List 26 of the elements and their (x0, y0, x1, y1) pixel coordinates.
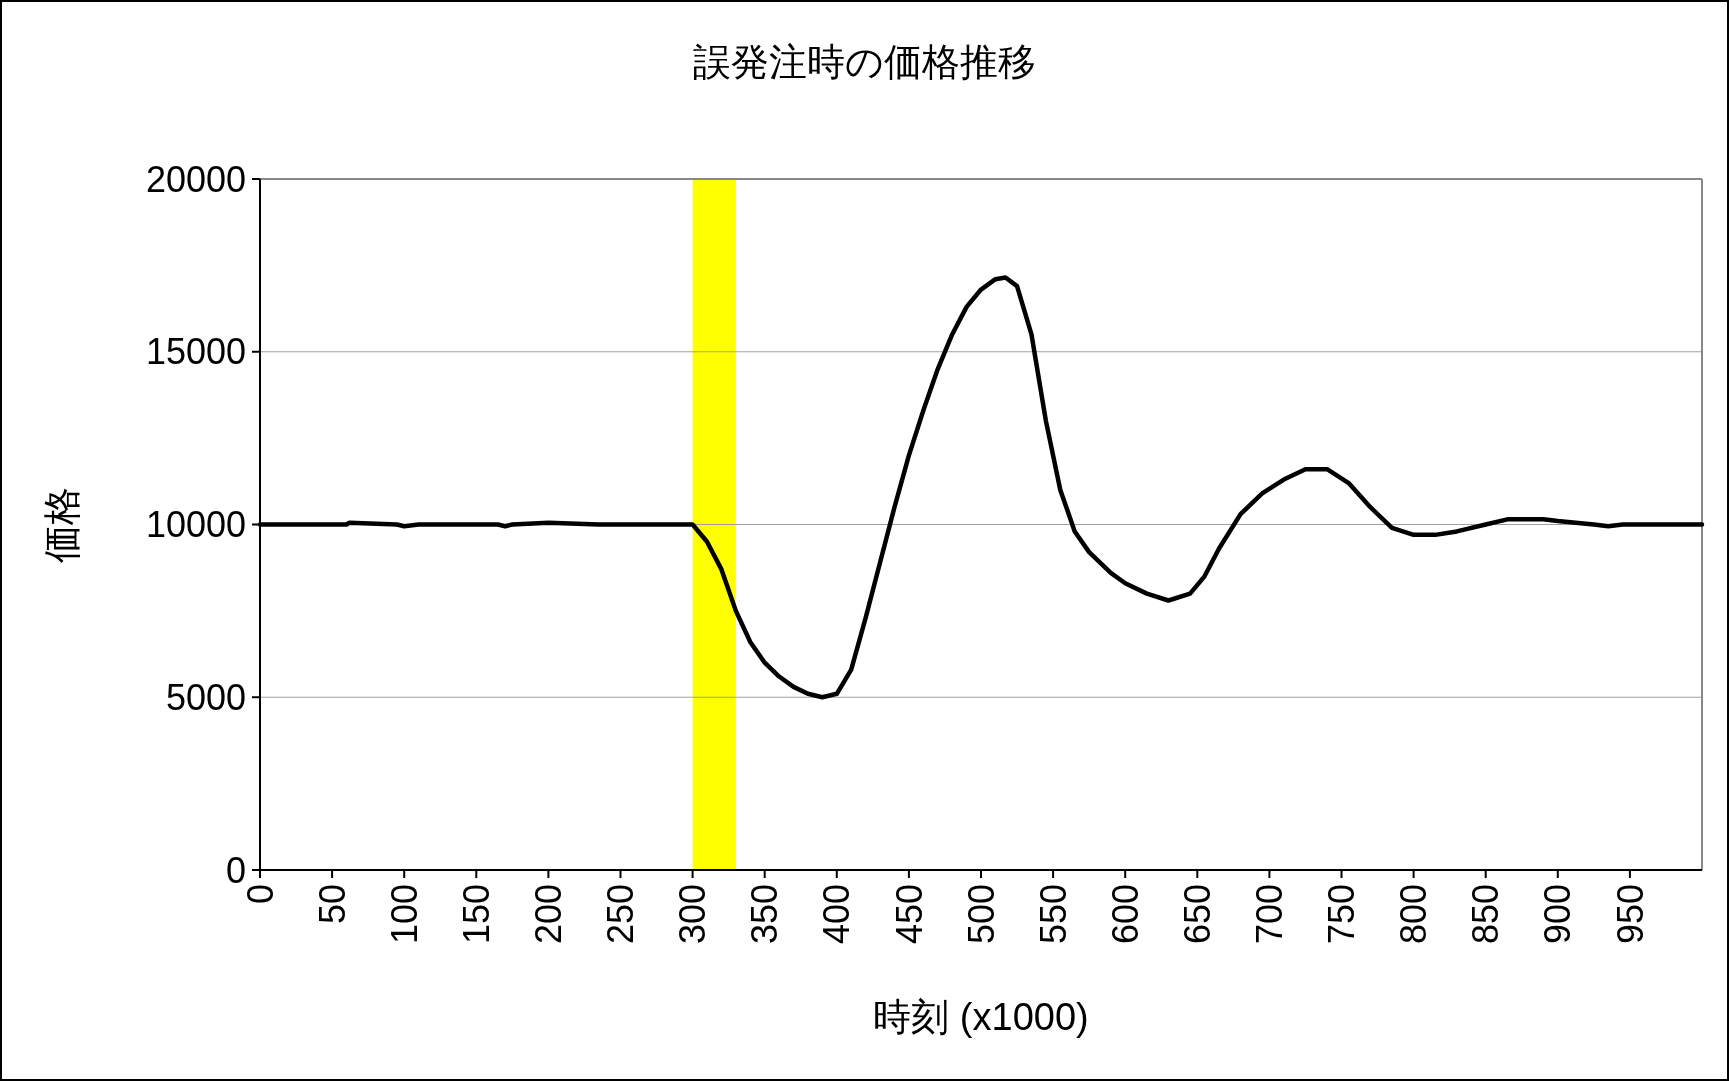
x-tick-label: 100 (383, 884, 425, 945)
x-tick-label: 950 (1609, 884, 1651, 945)
x-axis-title: 時刻 (x1000) (873, 996, 1089, 1038)
x-tick-label: 300 (672, 884, 714, 945)
x-tick-label: 550 (1032, 884, 1074, 945)
y-tick-label: 15000 (145, 331, 246, 373)
y-tick-label: 10000 (145, 504, 246, 546)
x-tick-label: 900 (1537, 884, 1579, 945)
x-tick-label: 600 (1104, 884, 1146, 945)
x-tick-label: 150 (455, 884, 497, 945)
chart-title: 誤発注時の価格推移 (693, 41, 1036, 83)
x-tick-label: 500 (960, 884, 1002, 945)
y-axis-title: 価格 (41, 486, 83, 563)
x-tick-label: 200 (528, 884, 569, 945)
x-tick-label: 50 (311, 884, 353, 925)
x-tick-label: 800 (1393, 884, 1435, 945)
x-tick-label: 700 (1249, 884, 1290, 945)
x-tick-label: 400 (816, 884, 858, 945)
y-tick-label: 20000 (145, 158, 246, 200)
x-tick-label: 850 (1465, 884, 1507, 945)
x-tick-label: 450 (888, 884, 930, 945)
x-tick-label: 750 (1321, 884, 1363, 945)
x-tick-label: 650 (1176, 884, 1218, 945)
y-tick-label: 5000 (165, 676, 246, 718)
x-tick-label: 250 (600, 884, 642, 945)
x-tick-label: 350 (744, 884, 786, 945)
